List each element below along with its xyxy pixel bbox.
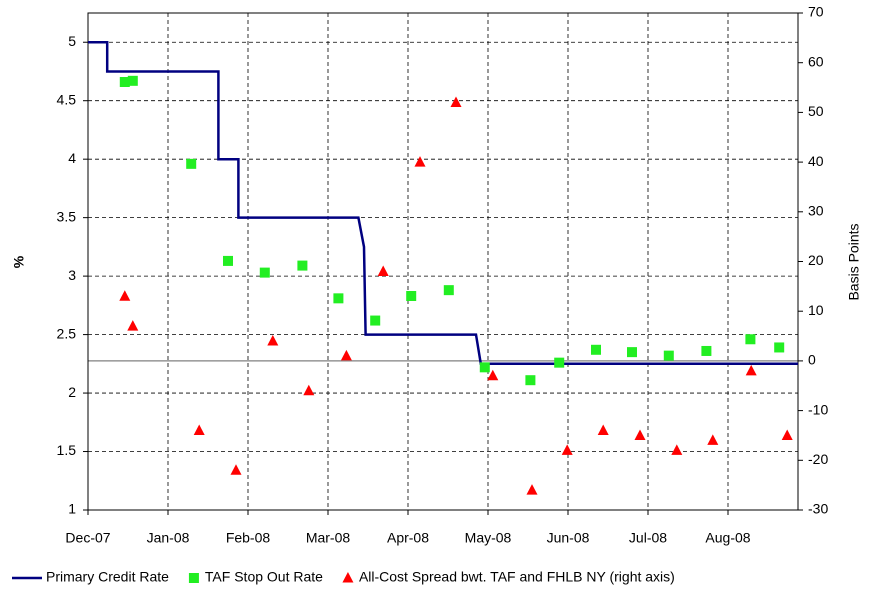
y2-tick-label: 0 <box>808 352 816 368</box>
y2-tick-label: 60 <box>808 53 824 69</box>
triangle-marker <box>267 335 279 346</box>
triangle-marker <box>303 384 315 396</box>
x-tick-label: Jan-08 <box>147 530 190 546</box>
x-tick-label: Jul-08 <box>629 530 667 546</box>
line-series <box>88 40 798 366</box>
triangle-marker <box>745 364 757 376</box>
y2-tick-label: 50 <box>808 103 824 119</box>
triangle-marker <box>526 484 538 495</box>
triangle-marker <box>127 320 139 331</box>
square-marker <box>223 255 233 266</box>
square-marker <box>554 357 565 368</box>
triangle-marker <box>450 96 462 107</box>
y2-tick-label: -20 <box>808 451 828 467</box>
legend-swatch <box>188 573 199 583</box>
triangle-marker <box>781 429 793 440</box>
y2-tick-label: 30 <box>808 203 824 219</box>
y-tick-label: 4 <box>68 150 76 166</box>
triangle-marker <box>634 429 646 440</box>
triangle-marker <box>561 444 573 455</box>
square-marker <box>259 267 270 278</box>
legend-label: All-Cost Spread bwt. TAF and FHLB NY (ri… <box>359 569 675 585</box>
triangle-marker <box>119 290 131 301</box>
square-marker <box>745 334 756 345</box>
x-tick-label: Aug-08 <box>705 530 750 546</box>
x-tick-label: Mar-08 <box>306 530 351 546</box>
square-marker <box>186 158 197 169</box>
square-marker <box>297 260 308 271</box>
x-tick-label: Jun-08 <box>547 530 590 546</box>
legend-label: TAF Stop Out Rate <box>205 569 323 585</box>
triangle-marker <box>230 464 242 475</box>
square-marker <box>127 75 138 86</box>
plot-frame <box>87 12 799 511</box>
square-marker <box>663 350 674 361</box>
triangle-marker <box>487 369 499 381</box>
y-tick-label: 1.5 <box>57 442 77 458</box>
x-tick-label: Dec-07 <box>65 530 110 546</box>
y2-tick-label: -10 <box>808 401 828 417</box>
y-tick-label: 2 <box>68 384 76 400</box>
legend-swatch <box>342 572 354 583</box>
square-marker <box>774 342 785 353</box>
y2-tick-label: -30 <box>808 501 828 517</box>
y-tick-label: 1 <box>68 501 76 517</box>
triangle-marker <box>377 265 389 276</box>
y2-tick-label: 20 <box>808 252 824 268</box>
square-marker <box>627 347 637 358</box>
y-axis-label: % <box>11 255 27 268</box>
triangle-marker <box>193 424 205 435</box>
x-tick-label: May-08 <box>465 530 512 546</box>
y2-tick-label: 40 <box>808 153 824 169</box>
y-tick-label: 3.5 <box>57 208 77 224</box>
triangle-marker <box>707 434 719 445</box>
legend-label: Primary Credit Rate <box>46 569 169 585</box>
triangle-marker <box>414 156 426 167</box>
square-marker <box>406 290 417 301</box>
y-tick-label: 5 <box>68 33 76 49</box>
y2-tick-label: 10 <box>808 302 824 318</box>
triangle-marker <box>340 349 352 361</box>
square-marker <box>525 375 536 386</box>
x-tick-label: Feb-08 <box>226 530 271 546</box>
y-tick-label: 4.5 <box>57 91 77 107</box>
triangle-marker <box>597 424 609 435</box>
x-tick-label: Apr-08 <box>387 530 429 546</box>
square-marker <box>370 315 381 326</box>
y2-tick-label: 70 <box>808 4 824 20</box>
square-marker <box>333 293 344 304</box>
square-marker <box>701 345 712 356</box>
square-marker <box>119 76 130 87</box>
square-marker <box>443 285 454 296</box>
y2-axis-label: Basis Points <box>846 223 862 300</box>
square-marker <box>479 362 490 373</box>
triangle-marker <box>671 444 683 455</box>
y-tick-label: 3 <box>68 267 76 283</box>
square-marker <box>591 344 601 355</box>
y-tick-label: 2.5 <box>57 325 77 341</box>
